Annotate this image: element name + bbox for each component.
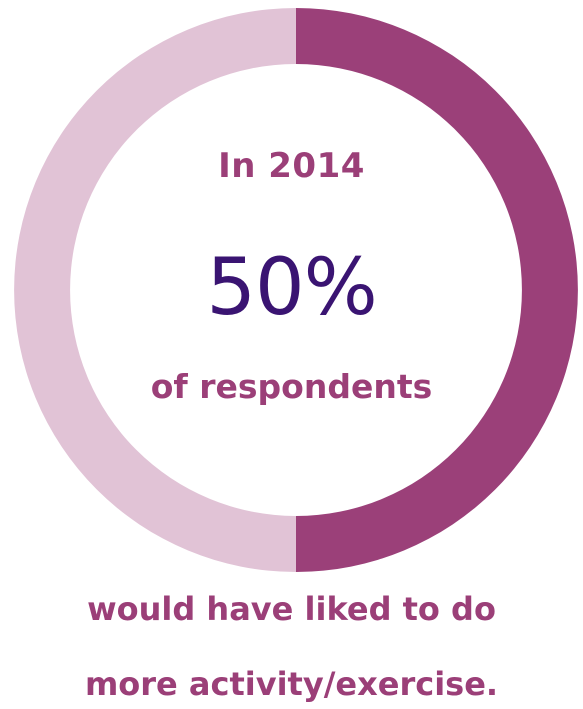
year-label: In 2014 [218, 146, 365, 186]
caption-line-2: more activity/exercise. [84, 665, 499, 703]
percent-value: 50% [206, 243, 377, 333]
caption-line-1: would have liked to do [87, 590, 496, 628]
donut-chart [14, 8, 578, 572]
subject-label: of respondents [150, 367, 433, 406]
donut-slices [14, 8, 578, 572]
donut-slice-0 [296, 8, 578, 572]
donut-slice-1 [14, 8, 297, 572]
